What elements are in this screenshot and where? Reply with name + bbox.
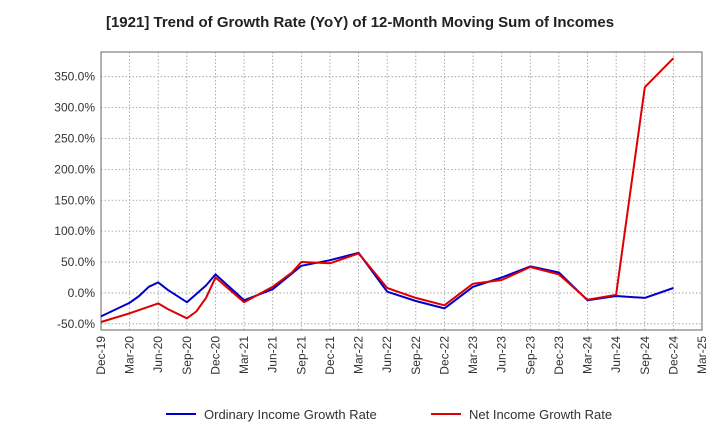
y-tick-label: 50.0% [61, 255, 95, 269]
series-line [100, 251, 674, 318]
x-tick-label: Dec-24 [666, 336, 680, 375]
y-tick-label: 100.0% [54, 224, 95, 238]
x-tick-label: Dec-23 [552, 336, 566, 375]
x-tick-label: Dec-20 [208, 336, 222, 375]
legend-label: Ordinary Income Growth Rate [204, 407, 377, 422]
x-tick-label: Jun-21 [266, 336, 280, 373]
x-tick-label: Mar-22 [352, 336, 366, 374]
chart-title: [1921] Trend of Growth Rate (YoY) of 12-… [105, 14, 615, 31]
legend-label: Net Income Growth Rate [469, 407, 612, 422]
x-tick-label: Mar-21 [237, 336, 251, 374]
y-tick-label: 150.0% [54, 193, 95, 207]
x-tick-label: Dec-19 [94, 336, 108, 375]
x-tick-label: Sep-24 [638, 336, 652, 375]
x-tick-label: Mar-20 [123, 336, 137, 374]
x-tick-label: Mar-25 [695, 336, 709, 374]
x-tick-label: Sep-23 [523, 336, 537, 375]
y-tick-label: 350.0% [54, 70, 95, 84]
x-tick-label: Jun-24 [609, 336, 623, 373]
y-tick-label: 300.0% [54, 101, 95, 115]
series-line [100, 57, 675, 323]
x-tick-label: Sep-20 [180, 336, 194, 375]
x-tick-label: Sep-21 [294, 336, 308, 375]
x-tick-label: Jun-22 [380, 336, 394, 373]
x-tick-label: Sep-22 [409, 336, 423, 375]
plot-area-border [100, 51, 703, 331]
x-tick-label: Mar-23 [466, 336, 480, 374]
y-tick-label: -50.0% [57, 317, 95, 331]
x-tick-label: Jun-20 [151, 336, 165, 373]
x-tick-label: Jun-23 [495, 336, 509, 373]
y-tick-label: 250.0% [54, 131, 95, 145]
y-tick-label: 200.0% [54, 162, 95, 176]
x-tick-label: Mar-24 [581, 336, 595, 374]
x-tick-label: Dec-22 [437, 336, 451, 375]
x-tick-label: Dec-21 [323, 336, 337, 375]
y-tick-label: 0.0% [68, 286, 96, 300]
